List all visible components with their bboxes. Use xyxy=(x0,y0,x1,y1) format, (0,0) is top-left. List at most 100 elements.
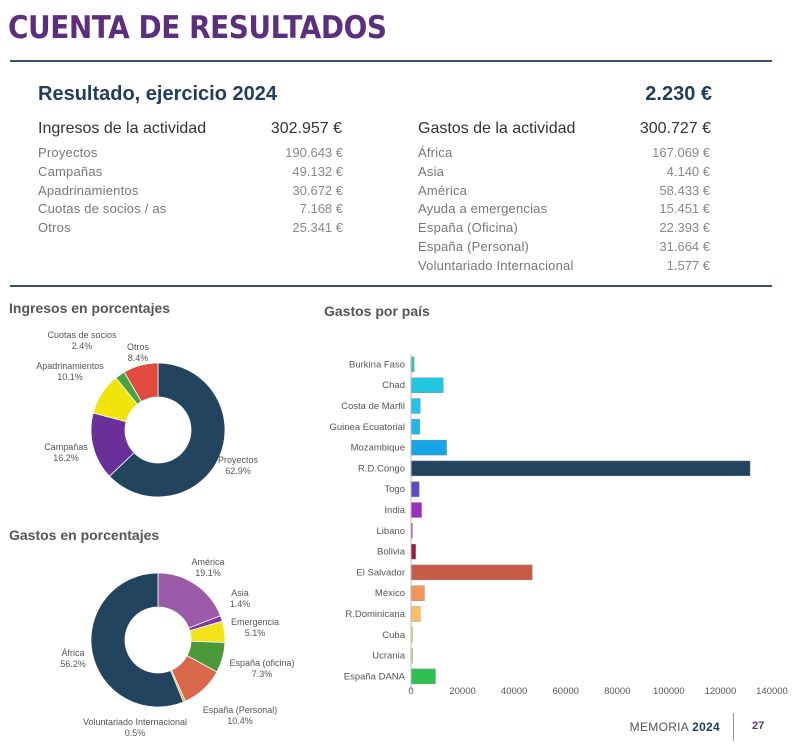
bar-category-label: R.D.Congo xyxy=(358,463,405,474)
gastos-row-label: España (Personal) xyxy=(418,239,530,254)
gastos-row-label: América xyxy=(418,183,468,198)
bar-category-label: Libano xyxy=(376,526,405,537)
footer-divider xyxy=(733,713,734,741)
bar-category-label: Mozambique xyxy=(351,443,405,454)
pie-slice-name: Voluntariado Internacional xyxy=(83,717,187,727)
gastos-row-label: África xyxy=(418,145,453,160)
pie-slice-name: Proyectos xyxy=(218,455,259,465)
ingresos-row-value: 7.168 € xyxy=(299,201,343,216)
pie-slice-value: 16.2% xyxy=(53,453,79,463)
ingresos-row-value: 30.672 € xyxy=(292,183,343,198)
bar-category-label: España DANA xyxy=(344,671,406,682)
pie-slice-value: 56.2% xyxy=(60,659,86,669)
ingresos-row-value: 190.643 € xyxy=(285,145,343,160)
divider xyxy=(10,285,772,287)
pie-slice-name: Apadrinamientos xyxy=(36,361,104,371)
pie-slice-name: América xyxy=(191,557,224,567)
bar-category-label: El Salvador xyxy=(356,567,405,578)
ingresos-row-label: Campañas xyxy=(38,164,103,179)
gastos-row-value: 15.451 € xyxy=(659,201,710,216)
ingresos-row-label: Otros xyxy=(38,220,71,235)
pie-slice-value: 10.4% xyxy=(227,716,253,726)
pie-slice-value: 5.1% xyxy=(245,628,266,638)
gastos-row-value: 58.433 € xyxy=(659,183,710,198)
pie-slice-name: España (Personal) xyxy=(203,705,278,715)
footer-year: 2024 xyxy=(692,720,720,734)
ingresos-row-label: Cuotas de socios / as xyxy=(38,201,167,216)
gastos-row-label: España (Oficina) xyxy=(418,220,519,235)
footer-brand: MEMORIA 2024 xyxy=(630,720,720,734)
gastos-total: 300.727 € xyxy=(639,120,711,137)
bar xyxy=(410,460,751,477)
bar xyxy=(410,419,420,435)
bar-category-label: Bolivia xyxy=(377,547,406,558)
gastos-row-value: 4.140 € xyxy=(666,164,710,179)
bar-category-label: Togo xyxy=(384,484,405,495)
bar xyxy=(410,668,436,685)
bar-category-label: Burkina Faso xyxy=(349,359,405,370)
ingresos-total: 302.957 € xyxy=(270,120,342,137)
gastos-chart-title: Gastos en porcentajes xyxy=(9,527,160,543)
divider xyxy=(10,60,772,62)
ingresos-title: Ingresos de la actividad xyxy=(38,120,207,137)
bar-category-label: R.Dominicana xyxy=(345,609,405,620)
ingresos-row-value: 25.341 € xyxy=(292,220,343,235)
ingresos-row-label: Proyectos xyxy=(38,145,98,160)
gastos-row-value: 31.664 € xyxy=(659,239,710,254)
pie-slice-name: África xyxy=(61,648,84,658)
x-tick-label: 0 xyxy=(408,686,413,697)
result-value: 2.230 € xyxy=(645,83,712,105)
bar xyxy=(410,564,533,581)
bar-category-label: India xyxy=(384,505,405,516)
bar xyxy=(410,481,420,497)
page-number: 27 xyxy=(752,720,765,732)
bar xyxy=(410,377,444,393)
gastos-row-value: 167.069 € xyxy=(652,145,710,160)
pie-slice-name: Otros xyxy=(127,342,150,352)
pie-slice-name: Cuotas de socios xyxy=(47,330,117,340)
bar-category-label: Costa de Marfil xyxy=(341,401,405,412)
gastos-row-label: Asia xyxy=(418,164,445,179)
gastos-row-label: Ayuda a emergencias xyxy=(418,201,548,216)
gastos-row-label: Voluntariado Internacional xyxy=(418,258,574,273)
bar xyxy=(410,543,416,560)
bar-category-label: Guinea Ecuatorial xyxy=(329,422,405,433)
x-tick-label: 140000 xyxy=(756,686,788,697)
bar-category-label: México xyxy=(375,588,405,599)
pie-slice xyxy=(108,362,226,498)
pie-slice-value: 8.4% xyxy=(128,353,149,363)
x-tick-label: 60000 xyxy=(553,686,579,697)
x-tick-label: 120000 xyxy=(705,686,737,697)
gastos-row-value: 22.393 € xyxy=(659,220,710,235)
pie-slice-name: España (oficina) xyxy=(229,658,294,668)
pie-slice-name: Emergencia xyxy=(231,617,279,627)
bar xyxy=(410,585,425,601)
pie-slice xyxy=(90,572,184,708)
bar-category-label: Chad xyxy=(382,380,405,391)
page-title: CUENTA DE RESULTADOS xyxy=(8,10,387,46)
bar xyxy=(410,502,422,518)
pie-slice-value: 1.4% xyxy=(230,599,251,609)
x-tick-label: 40000 xyxy=(501,686,527,697)
pie-slice-name: Asia xyxy=(231,588,249,598)
gastos-title: Gastos de la actividad xyxy=(418,120,576,137)
x-tick-label: 100000 xyxy=(653,686,685,697)
ingresos-row-label: Apadrinamientos xyxy=(38,183,139,198)
bar-category-label: Ucrania xyxy=(372,651,405,662)
ingresos-row-value: 49.132 € xyxy=(292,164,343,179)
bar xyxy=(410,439,447,456)
pie-slice xyxy=(123,362,159,403)
pie-slice-value: 19.1% xyxy=(195,568,221,578)
bar-category-label: Cuba xyxy=(382,630,405,641)
bar xyxy=(410,606,421,622)
ingresos-chart-title: Ingresos en porcentajes xyxy=(9,300,171,316)
bar-chart-title: Gastos por país xyxy=(324,303,430,319)
bar xyxy=(410,398,421,414)
pie-slice-value: 7.3% xyxy=(252,669,273,679)
gastos-row-value: 1.577 € xyxy=(666,258,710,273)
footer-memoria: MEMORIA xyxy=(629,720,689,734)
result-label: Resultado, ejercicio 2024 xyxy=(38,83,278,105)
pie-slice-name: Campañas xyxy=(44,442,88,452)
pie-slice-value: 10.1% xyxy=(57,372,83,382)
